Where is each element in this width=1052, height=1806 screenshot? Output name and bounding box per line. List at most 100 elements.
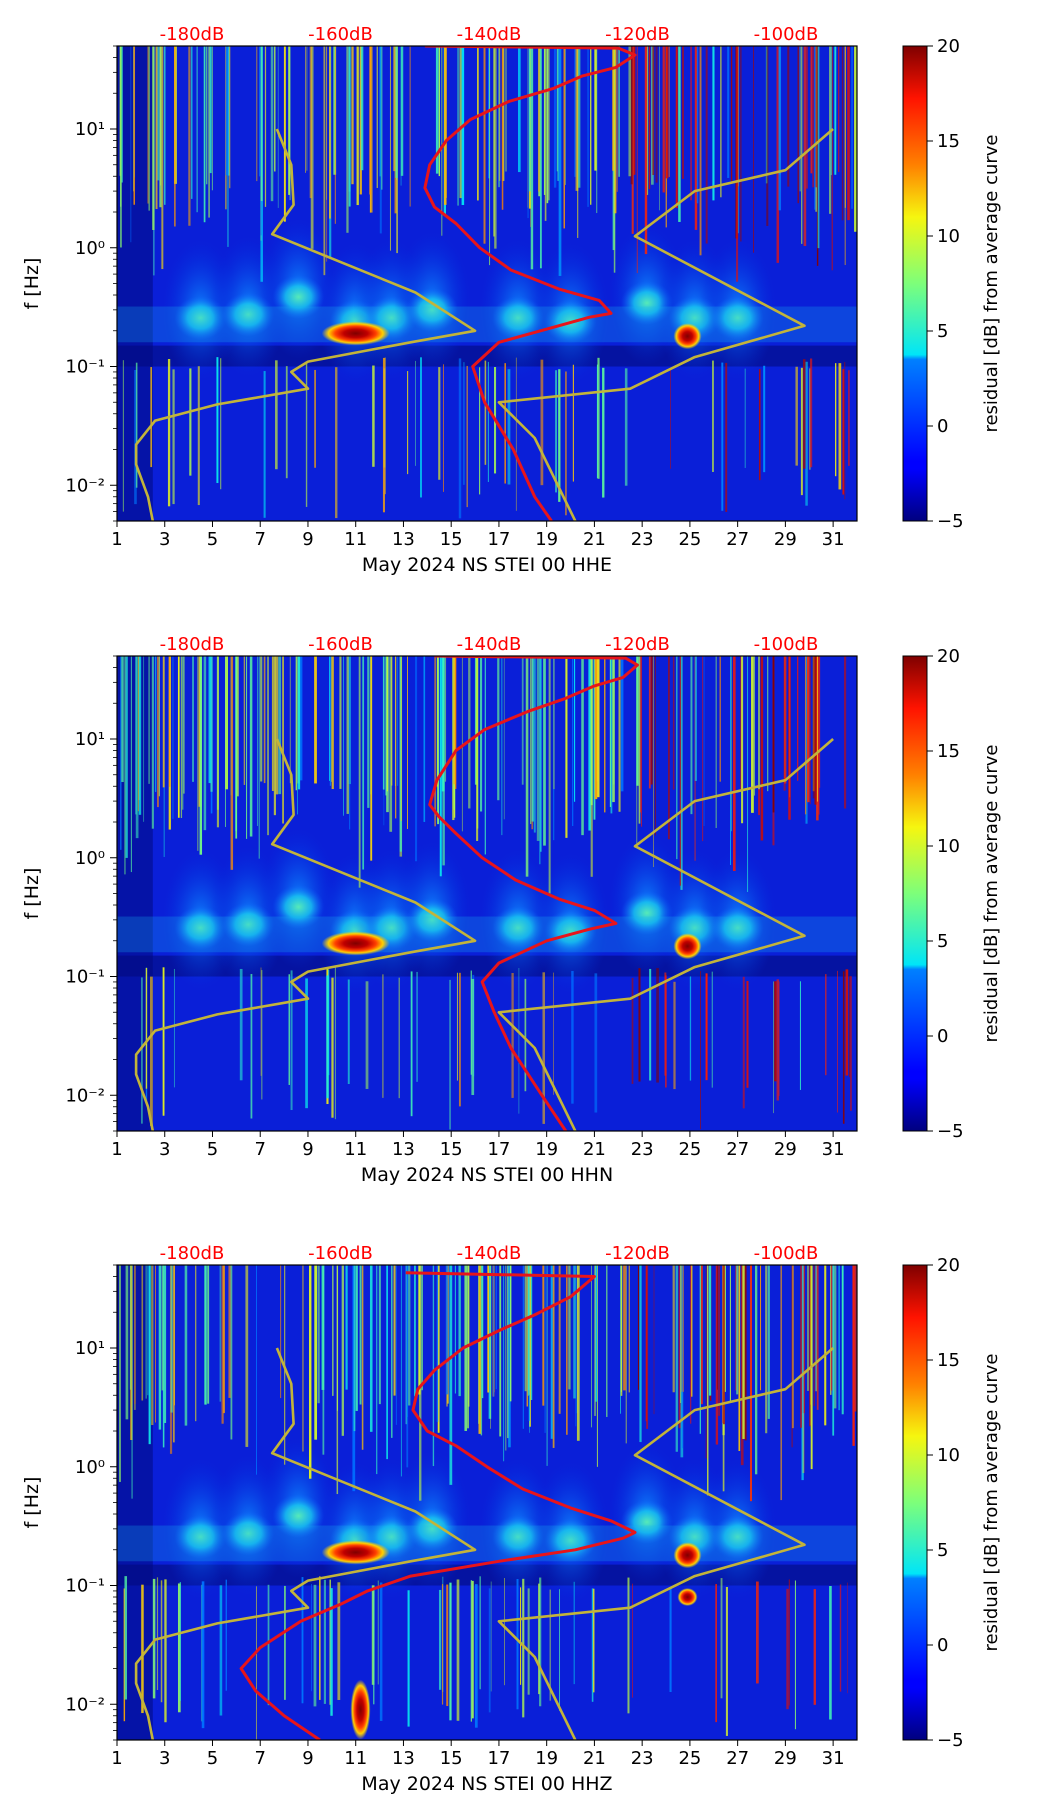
x-tick-label: 9 [302,529,313,550]
heatmap-streak [459,46,462,199]
heatmap-streak [437,1265,440,1433]
heatmap-streak [679,656,682,886]
heatmap-streak [533,656,536,833]
heatmap-streak [229,46,231,189]
colorbar [902,655,928,1132]
y-tick-label: 10¹ [75,729,105,750]
heatmap-streak [470,970,472,1075]
x-tick-label: 11 [344,529,367,550]
heatmap-microseism-band [117,306,857,343]
colorbar [902,45,928,522]
heatmap-streak [310,1584,312,1692]
heatmap-streak [668,656,670,840]
heatmap-streak [760,1265,762,1391]
heatmap-microseism-band [117,1525,857,1562]
heatmap-streak [573,656,576,802]
heatmap-streak [849,976,851,1078]
heatmap-streak [540,656,542,852]
heatmap-streak [572,364,574,482]
heatmap-streak [676,656,678,860]
heatmap-hotspot [350,1679,371,1740]
heatmap-streak [774,981,777,1082]
median-psd-curve [423,46,637,521]
heatmap-event-blob [492,905,545,950]
y-tick-label: 10¹ [75,119,105,140]
heatmap-streak [168,656,171,787]
heatmap-streak [230,1265,233,1440]
y-tick-label: 10⁰ [75,848,105,869]
heatmap-streak [220,358,222,490]
x-axis-label: May 2024 NS STEI 00 HHZ [361,1773,612,1795]
x-tick-label: 9 [302,1139,313,1160]
heatmap-hotspot [673,323,702,350]
heatmap-streak [503,656,505,820]
heatmap-streak [632,1583,633,1698]
heatmap-streak [360,46,364,171]
heatmap-streak [719,656,721,782]
heatmap-streak [444,46,447,205]
heatmap-streak [797,46,799,204]
x-tick-label: 29 [774,529,797,550]
heatmap-streak [817,656,818,802]
heatmap-streak [407,371,409,475]
heatmap-streak [800,367,803,496]
heatmap-streak [531,656,534,822]
heatmap-streak [337,1582,341,1700]
heatmap-streak [801,46,803,244]
y-tick-label: 10⁻² [65,1694,105,1715]
heatmap-streak [776,46,779,263]
heatmap-streak [718,1265,720,1416]
heatmap-streak [553,656,555,790]
heatmap-streak [746,981,749,1088]
heatmap-streak [333,46,337,175]
heatmap-streak [841,1265,844,1415]
heatmap-streak [593,656,596,820]
heatmap-streak [397,656,399,786]
heatmap-streak [445,1265,449,1395]
heatmap-streak [197,366,200,506]
heatmap-streak [553,46,557,188]
heatmap-streak [540,359,544,486]
heatmap-streak [264,46,267,207]
heatmap-streak [526,1265,529,1407]
heatmap-streak [612,46,615,171]
heatmap-streak [246,656,248,839]
heatmap-streak [255,1265,257,1475]
heatmap-streak [620,1265,623,1396]
heatmap-streak [568,1265,571,1390]
heatmap-streak [613,656,615,785]
heatmap-streak [188,46,191,226]
heatmap-streak [550,1265,553,1439]
heatmap-streak [190,46,193,199]
heatmap-event-blob [492,1514,545,1559]
heatmap-streak [631,977,634,1084]
heatmap-streak [555,370,557,493]
heatmap-streak [646,1265,649,1429]
heatmap-streak [418,1265,421,1395]
heatmap-streak [776,979,780,1101]
x-axis-label: May 2024 NS STEI 00 HHE [362,554,612,576]
x-tick-label: 1 [111,1748,122,1769]
heatmap-streak [306,46,308,171]
heatmap-streak [738,1265,741,1451]
heatmap-streak [490,1265,491,1429]
heatmap-streak [527,1265,530,1391]
heatmap-streak [749,1265,752,1502]
heatmap-streak [119,46,121,176]
heatmap-streak [507,1265,509,1439]
heatmap-streak [838,1265,840,1411]
heatmap-streak [162,656,165,788]
heatmap-streak [490,1581,492,1692]
heatmap-streak [372,365,375,467]
heatmap-streak [791,1265,794,1429]
heatmap-streak [156,46,160,181]
heatmap-streak [345,1265,348,1390]
heatmap-streak [201,1581,205,1729]
heatmap-event-blob [272,1493,325,1538]
heatmap-streak [527,46,529,219]
heatmap-streak [851,46,853,209]
heatmap-streak [211,46,213,191]
heatmap-streak [558,1265,561,1414]
heatmap-streak [741,656,744,824]
